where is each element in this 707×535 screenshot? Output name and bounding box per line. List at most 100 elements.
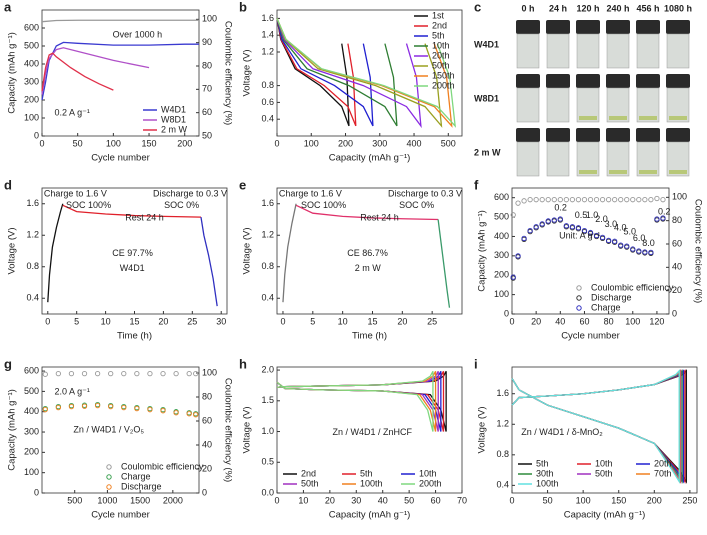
data-point [510, 274, 516, 280]
legend-label: Discharge [591, 292, 632, 302]
legend-label: 100th [536, 478, 559, 488]
y-tick-label: 0.6 [261, 97, 274, 107]
y-tick-label: 100 [494, 289, 509, 299]
vial-cap [606, 74, 630, 88]
vial-sediment [639, 116, 657, 120]
data-line [276, 370, 442, 432]
annotation: 0.2 A g⁻¹ [55, 108, 90, 118]
x-tick-label: 30 [351, 495, 361, 505]
x-tick-label: 20 [397, 316, 407, 326]
legend-label: 10th [419, 468, 437, 478]
x-tick-label: 400 [407, 138, 422, 148]
data-point [121, 404, 127, 411]
x-tick-label: 100 [106, 138, 121, 148]
y-tick-label: 1.5 [261, 395, 274, 405]
vial-cap [636, 74, 660, 88]
x-tick-label: 0 [509, 316, 514, 326]
data-line [200, 217, 218, 307]
legend-label: 30th [536, 468, 554, 478]
annotation: 8.0 [642, 238, 655, 248]
data-point [654, 216, 660, 222]
vial-cap [516, 128, 540, 142]
x-tick-label: 200 [647, 495, 662, 505]
y-tick-label: 400 [24, 406, 39, 416]
annotation: SOC 0% [399, 200, 434, 210]
vial-body [636, 141, 660, 177]
x-tick-label: 150 [611, 495, 626, 505]
y-tick-label: 0.8 [26, 261, 39, 271]
vial-cap [636, 128, 660, 142]
annotation: CE 86.7% [347, 248, 388, 258]
y-axis-title: Capacity (mAh g⁻¹) [7, 389, 18, 471]
annotation: 0.5 [575, 210, 588, 220]
x-tick-label: 50 [73, 138, 83, 148]
data-line [276, 370, 437, 432]
vial-body [606, 87, 630, 123]
y2-tick-label: 100 [202, 367, 217, 377]
y-tick-label: 0.4 [496, 480, 509, 490]
data-line [511, 369, 680, 484]
y-tick-label: 400 [24, 58, 39, 68]
x-axis-title: Capacity (mAh g⁻¹) [329, 153, 411, 164]
vial-cap [516, 74, 540, 88]
y-tick-label: 1.6 [26, 198, 39, 208]
y-tick-label: 1.6 [261, 198, 274, 208]
x-axis-title: Time (h) [117, 331, 152, 342]
y2-tick-label: 80 [202, 60, 212, 70]
y2-tick-label: 60 [672, 238, 682, 248]
y2-axis-title: Coulombic efficiency (%) [222, 21, 233, 125]
legend-marker [106, 484, 112, 490]
x-tick-label: 2000 [163, 495, 183, 505]
annotation: 0.2 [554, 203, 567, 213]
legend-label: 50th [301, 478, 319, 488]
annotation: 2.0 [595, 214, 608, 224]
y-tick-label: 600 [24, 22, 39, 32]
vial-body [666, 87, 690, 123]
vial-cap [666, 74, 690, 88]
data-line [276, 370, 434, 432]
legend-marker [106, 474, 112, 480]
vial-body [576, 33, 600, 69]
legend-label: Coulombic efficiency [591, 282, 674, 292]
data-line [276, 18, 357, 127]
y2-tick-label: 40 [672, 262, 682, 272]
x-tick-label: 50 [404, 495, 414, 505]
vial-body [516, 141, 540, 177]
data-line [276, 18, 457, 128]
annotation: Zn / W4D1 / ZnHCF [333, 427, 413, 437]
data-point [569, 224, 576, 230]
legend-label: Charge [121, 471, 151, 481]
data-line [295, 204, 439, 221]
annotation: 4.0 [614, 223, 627, 233]
data-line [41, 47, 150, 95]
data-point [636, 197, 642, 203]
data-point [94, 402, 101, 409]
plot-frame [276, 366, 463, 494]
vial-cap [606, 20, 630, 34]
legend-label: 2nd [432, 20, 447, 30]
panel-label: c [474, 0, 481, 14]
x-tick-label: 10 [101, 316, 111, 326]
x-tick-label: 0 [274, 138, 279, 148]
row-label: W4D1 [474, 39, 499, 49]
vial-body [546, 87, 570, 123]
y-tick-label: 0 [34, 130, 39, 140]
y-tick-label: 1.6 [261, 13, 274, 23]
legend-label: 1st [432, 10, 445, 20]
column-header: 1080 h [664, 3, 692, 13]
vial-body [606, 141, 630, 177]
annotation: Charge to 1.6 V [279, 189, 342, 199]
vial-cap [576, 20, 600, 34]
vial-cap [666, 128, 690, 142]
y2-tick-label: 0 [672, 308, 677, 318]
x-tick-label: 0 [280, 316, 285, 326]
y-axis-title: Voltage (V) [242, 407, 253, 454]
vial-cap [516, 20, 540, 34]
data-line [276, 370, 445, 432]
data-point [569, 197, 576, 203]
legend-marker [106, 464, 112, 470]
y-tick-label: 400 [494, 231, 509, 241]
y-tick-label: 0.8 [261, 261, 274, 271]
plot-frame [276, 9, 463, 137]
data-point [660, 197, 666, 203]
